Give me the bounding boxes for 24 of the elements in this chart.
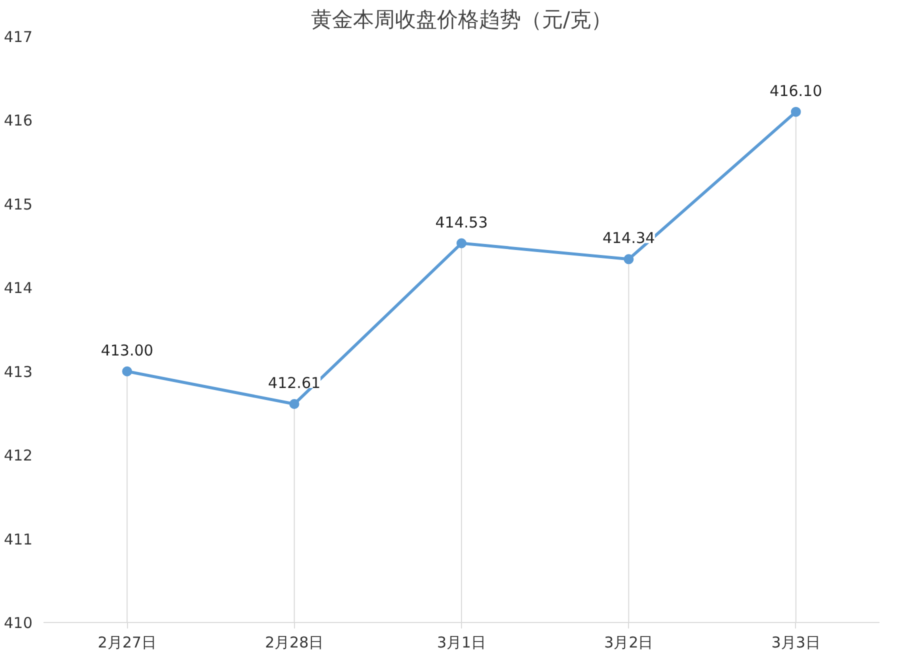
x-tick-label: 3月3日	[771, 634, 820, 652]
y-tick-label: 416	[4, 112, 33, 130]
data-label: 414.34	[602, 229, 655, 248]
point	[790, 106, 801, 117]
x-tick-label: 3月1日	[436, 634, 486, 652]
x-tick-label: 3月2日	[604, 634, 654, 652]
point	[624, 254, 634, 264]
point	[456, 238, 466, 248]
data-label: 412.61	[268, 374, 321, 392]
x-tick-label: 2月27日	[98, 634, 156, 652]
y-tick-label: 411	[4, 530, 33, 548]
data-label: 413.00	[100, 341, 154, 360]
data-label: 414.53	[435, 213, 488, 232]
data-label: 416.10	[770, 82, 822, 100]
point	[289, 399, 300, 409]
y-tick-label: 414	[4, 279, 33, 298]
point	[122, 366, 132, 376]
y-tick-label: 415	[4, 195, 33, 214]
y-tick-label: 412	[4, 446, 33, 465]
chart-title: 黄金本周收盘价格趋势（元/克）	[310, 8, 612, 32]
y-tick-label: 410	[4, 614, 33, 632]
x-tick-label: 2月28日	[264, 634, 324, 652]
y-tick-label: 417	[4, 28, 33, 46]
y-tick-label: 413	[4, 362, 33, 381]
